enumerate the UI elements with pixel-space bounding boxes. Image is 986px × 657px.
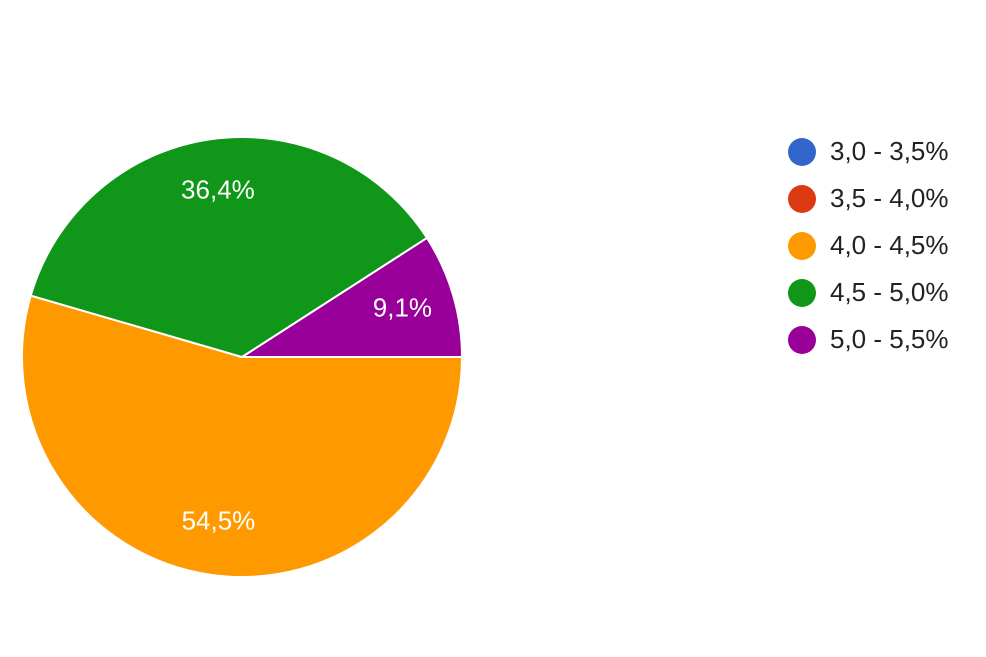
legend-label: 4,0 - 4,5%: [830, 230, 949, 260]
legend-marker: [788, 232, 816, 260]
pie-slice: [238, 236, 464, 358]
legend-marker: [788, 185, 816, 213]
legend-label: 4,5 - 5,0%: [830, 277, 949, 307]
pie-slice: [21, 294, 464, 578]
legend-label: 5,0 - 5,5%: [830, 324, 949, 354]
legend-label: 3,0 - 3,5%: [830, 136, 949, 166]
legend-label: 3,5 - 4,0%: [830, 183, 949, 213]
pie-slice: [29, 136, 429, 359]
slice-label: 9,1%: [373, 293, 432, 323]
legend-marker: [788, 326, 816, 354]
legend-marker: [788, 138, 816, 166]
legend-marker: [788, 279, 816, 307]
slice-label: 54,5%: [182, 505, 256, 535]
slice-label: 36,4%: [181, 174, 255, 204]
